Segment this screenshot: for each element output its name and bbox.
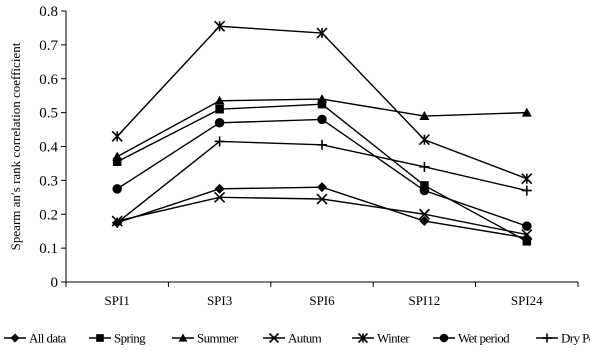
y-tick-label: 0.2 bbox=[39, 207, 58, 223]
series-autum bbox=[111, 191, 533, 241]
data-point-winter bbox=[521, 173, 533, 185]
legend-marker-winter bbox=[357, 332, 369, 344]
series-winter bbox=[111, 20, 533, 185]
data-point-summer bbox=[521, 107, 532, 117]
legend-item-autum: Autum bbox=[263, 331, 322, 346]
data-point-winter bbox=[418, 134, 430, 146]
x-axis-ticks: SPI1 SPI3 SPI6 SPI12 SPI24 bbox=[65, 282, 579, 308]
data-point-winter bbox=[316, 27, 328, 39]
y-tick-label: 0 bbox=[51, 275, 59, 291]
data-point-spring bbox=[112, 157, 122, 166]
x-tick-label: SPI6 bbox=[309, 293, 335, 308]
data-point-spring bbox=[420, 181, 429, 190]
series-layer bbox=[111, 20, 533, 246]
y-tick-label: 0.8 bbox=[39, 4, 58, 20]
data-point-autum bbox=[214, 191, 226, 203]
data-point-all-data bbox=[419, 216, 430, 227]
series-all-data bbox=[112, 182, 532, 243]
legend-label: Summer bbox=[197, 331, 239, 346]
legend-label: Dry Period bbox=[561, 331, 590, 346]
data-point-dry-period bbox=[317, 139, 327, 150]
data-point-summer bbox=[214, 95, 225, 105]
x-tick-label: SPI24 bbox=[511, 293, 543, 308]
data-point-wet-period bbox=[214, 118, 225, 128]
data-point-spring bbox=[215, 104, 224, 114]
data-point-wet-period bbox=[419, 185, 430, 196]
legend-marker-autum bbox=[268, 332, 280, 344]
series-summer bbox=[112, 94, 532, 161]
y-axis-title: Spearm an′s rank correlation coefficient bbox=[8, 42, 23, 250]
y-tick-label: 0.7 bbox=[39, 38, 58, 54]
legend-marker-spring bbox=[96, 334, 104, 342]
legend-item-winter: Winter bbox=[352, 331, 411, 346]
legend-label: Wet period bbox=[458, 331, 510, 346]
x-tick-label: SPI1 bbox=[105, 293, 130, 308]
legend-item-all-data: All data bbox=[4, 331, 67, 346]
legend-marker-dry-period bbox=[542, 333, 552, 343]
legend: All data Spring Summer Autum Winter Wet perio… bbox=[4, 331, 590, 346]
y-tick-label: 0.3 bbox=[39, 173, 58, 189]
data-point-autum bbox=[418, 208, 430, 220]
data-point-winter bbox=[111, 130, 123, 142]
series-line-wet-period bbox=[116, 118, 528, 227]
series-line-all-data bbox=[116, 186, 527, 239]
legend-label: Spring bbox=[114, 331, 146, 346]
series-dry-period bbox=[112, 136, 532, 228]
y-tick-label: 0.4 bbox=[39, 140, 58, 156]
legend-marker-wet-period bbox=[439, 333, 449, 343]
legend-item-summer: Summer bbox=[172, 331, 239, 346]
x-tick-label: SPI12 bbox=[409, 293, 441, 308]
data-point-dry-period bbox=[419, 161, 430, 172]
legend-item-wet-period: Wet period bbox=[433, 331, 511, 346]
legend-marker-all-data bbox=[10, 333, 20, 343]
y-tick-label: 0.1 bbox=[39, 241, 58, 257]
legend-item-spring: Spring bbox=[89, 331, 147, 346]
data-point-spring bbox=[317, 99, 327, 109]
data-point-wet-period bbox=[522, 221, 532, 231]
data-point-all-data bbox=[317, 182, 327, 193]
data-point-autum bbox=[521, 229, 533, 241]
data-point-autum bbox=[316, 193, 328, 205]
data-point-winter bbox=[214, 20, 226, 32]
y-tick-label: 0.5 bbox=[39, 106, 58, 122]
data-point-summer bbox=[317, 94, 327, 104]
legend-label: All data bbox=[29, 331, 67, 346]
series-wet-period bbox=[112, 114, 532, 231]
data-point-summer bbox=[419, 111, 430, 121]
x-tick-label: SPI3 bbox=[207, 293, 232, 308]
legend-item-dry-period: Dry Period bbox=[536, 331, 590, 346]
y-tick-label: 0.6 bbox=[39, 72, 58, 88]
data-point-summer bbox=[112, 151, 123, 161]
y-axis-ticks: 0 0.1 0.2 0.3 0.4 0.5 0.6 0.7 0.8 bbox=[39, 4, 66, 291]
legend-label: Autum bbox=[288, 331, 322, 346]
legend-label: Winter bbox=[377, 331, 410, 346]
data-point-all-data bbox=[214, 183, 225, 194]
data-point-dry-period bbox=[112, 217, 123, 228]
data-point-wet-period bbox=[317, 114, 327, 125]
series-spring bbox=[112, 99, 532, 246]
series-line-spring bbox=[116, 103, 528, 242]
series-line-dry-period bbox=[116, 140, 527, 224]
legend-marker-summer bbox=[178, 333, 188, 342]
data-point-wet-period bbox=[112, 184, 122, 194]
data-point-spring bbox=[522, 237, 532, 246]
data-point-dry-period bbox=[521, 185, 532, 196]
data-point-dry-period bbox=[214, 136, 225, 147]
